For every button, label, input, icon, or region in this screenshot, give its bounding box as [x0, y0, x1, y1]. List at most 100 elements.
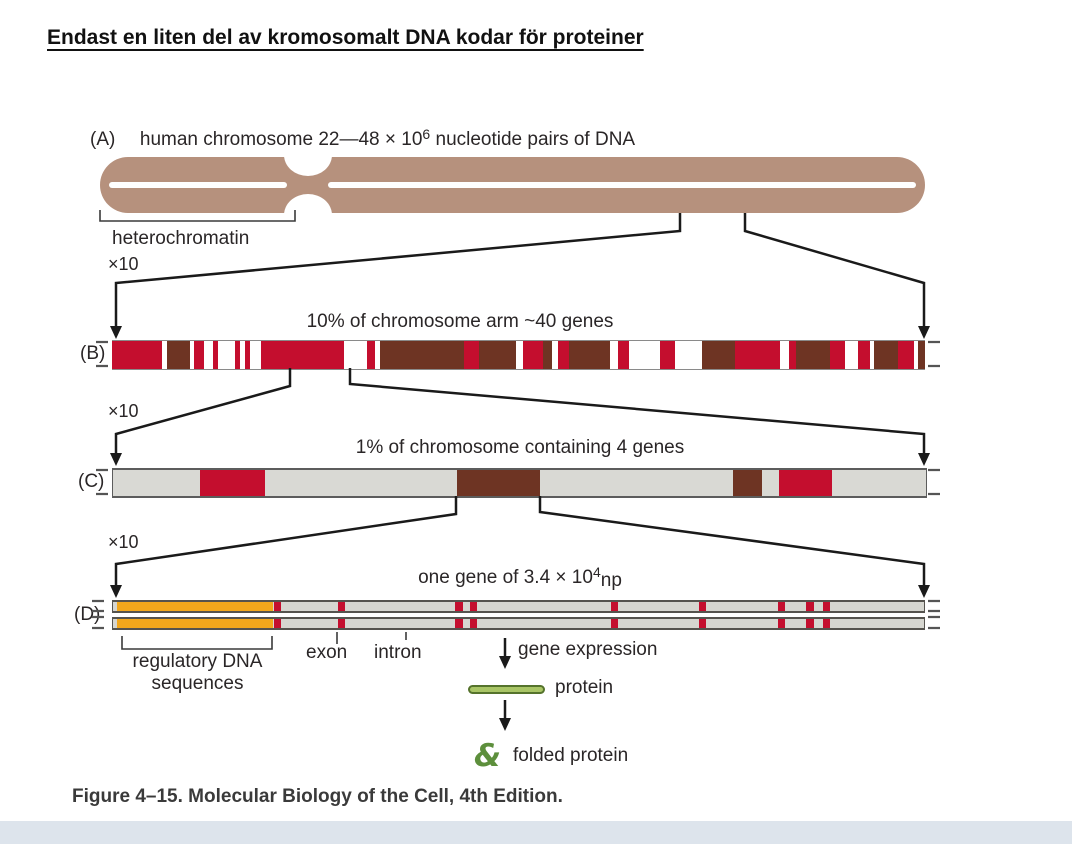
band-segment-red — [261, 341, 344, 369]
band-segment-gray — [761, 470, 779, 496]
band-segment-white — [674, 341, 703, 369]
panel-b-heading: 10% of chromosome arm ~40 genes — [306, 311, 614, 332]
band-segment-brown — [543, 341, 553, 369]
exon-stripe — [698, 602, 706, 611]
exon-stripe — [822, 602, 830, 611]
band-segment-red — [112, 341, 163, 369]
panel-d-gene-bar — [112, 600, 925, 630]
chromatid-gap-left — [109, 182, 287, 188]
band-segment-white — [844, 341, 858, 369]
bottom-strip — [0, 821, 1072, 844]
exon-stripe — [806, 619, 814, 628]
zoom-x10-label-3: ×10 — [108, 532, 139, 552]
gene-expression-label: gene expression — [518, 639, 658, 660]
down-arrow-icon — [110, 453, 122, 466]
down-arrow-icon — [918, 585, 930, 598]
band-segment-white — [610, 341, 618, 369]
band-segment-brown — [167, 341, 191, 369]
down-arrow-icon — [918, 453, 930, 466]
exon-stripe — [806, 602, 814, 611]
exon-stripe — [610, 602, 619, 611]
zoom-line-a-right — [743, 213, 926, 326]
band-segment-white — [343, 341, 367, 369]
band-segment-brown — [457, 470, 540, 496]
exon-stripe — [273, 602, 281, 611]
band-segment-white — [218, 341, 235, 369]
band-segment-red — [830, 341, 845, 369]
panel-a-heading-text: human chromosome 22—48 × 10 — [139, 129, 423, 150]
centromere-pinch-top — [284, 157, 332, 176]
exon-stripe — [778, 602, 786, 611]
exon-stripe — [822, 619, 830, 628]
chromosome-22-drawing — [100, 157, 925, 213]
band-segment-white — [628, 341, 661, 369]
exon-stripe — [698, 619, 706, 628]
exon-label: exon — [306, 642, 348, 663]
panel-c-label: (C) — [78, 471, 105, 492]
chromatid-gap-right — [328, 182, 916, 188]
exon-stripe — [273, 619, 281, 628]
exon-stripe — [455, 602, 463, 611]
band-segment-red — [857, 341, 870, 369]
panel-b-bar — [112, 340, 925, 370]
exon-stripe — [469, 619, 478, 628]
band-segment-white — [250, 341, 262, 369]
panel-d-heading: one gene of 3.4 × 104np — [180, 564, 860, 591]
panel-c-bar — [112, 468, 927, 498]
band-segment-gray — [265, 470, 458, 496]
folded-protein-icon: & — [474, 738, 502, 774]
panel-a-label: (A) — [90, 129, 116, 150]
figure-caption: Figure 4–15. Molecular Biology of the Ce… — [72, 786, 563, 807]
band-segment-red — [193, 341, 204, 369]
band-segment-brown — [795, 341, 831, 369]
panel-a-exponent: 6 — [422, 126, 431, 142]
band-segment-brown — [732, 470, 762, 496]
down-arrow-icon — [918, 326, 930, 339]
exon-stripe — [455, 619, 463, 628]
band-segment-gray — [113, 470, 201, 496]
protein-bar-icon — [468, 685, 545, 694]
regulatory-dna-label: regulatory DNA sequences — [132, 651, 263, 694]
band-segment-brown — [874, 341, 898, 369]
band-segment-white — [515, 341, 524, 369]
band-segment-brown — [479, 341, 516, 369]
down-arrow-icon — [499, 656, 511, 669]
band-segment-red — [617, 341, 629, 369]
band-segment-red — [463, 341, 480, 369]
slide-title: Endast en liten del av kromosomalt DNA k… — [47, 26, 644, 49]
panel-d-exponent: 4 — [592, 564, 601, 580]
panel-a-heading: (A) human chromosome 22—48 × 106 nucleot… — [90, 126, 635, 151]
zoom-x10-label-1: ×10 — [108, 254, 139, 274]
exon-stripe — [337, 619, 345, 628]
regulatory-bracket — [121, 636, 273, 650]
band-segment-gray — [831, 470, 926, 496]
zoom-x10-label-2: ×10 — [108, 401, 139, 421]
band-segment-white — [780, 341, 789, 369]
down-arrow-icon — [110, 326, 122, 339]
band-segment-white — [203, 341, 213, 369]
band-segment-brown — [917, 341, 925, 369]
centromere-pinch-bottom — [284, 194, 332, 213]
panel-c-heading: 1% of chromosome containing 4 genes — [355, 437, 685, 458]
exon-stripe — [778, 619, 786, 628]
band-segment-red — [660, 341, 675, 369]
band-segment-red — [366, 341, 375, 369]
band-segment-red — [778, 470, 832, 496]
band-segment-gray — [539, 470, 733, 496]
band-segment-red — [557, 341, 570, 369]
gene-track-top — [112, 600, 925, 613]
band-segment-red — [734, 341, 781, 369]
band-segment-brown — [569, 341, 611, 369]
band-segment-brown — [380, 341, 464, 369]
exon-stripe — [610, 619, 619, 628]
intron-label: intron — [374, 642, 422, 663]
protein-label: protein — [555, 677, 614, 698]
band-segment-red — [788, 341, 796, 369]
down-arrow-icon — [499, 718, 511, 731]
panel-d-heading-text: one gene of 3.4 × 10 — [418, 567, 593, 588]
folded-protein-label: folded protein — [513, 745, 629, 766]
exon-stripe — [469, 602, 478, 611]
exon-stripe — [337, 602, 345, 611]
regulatory-region — [117, 619, 273, 628]
